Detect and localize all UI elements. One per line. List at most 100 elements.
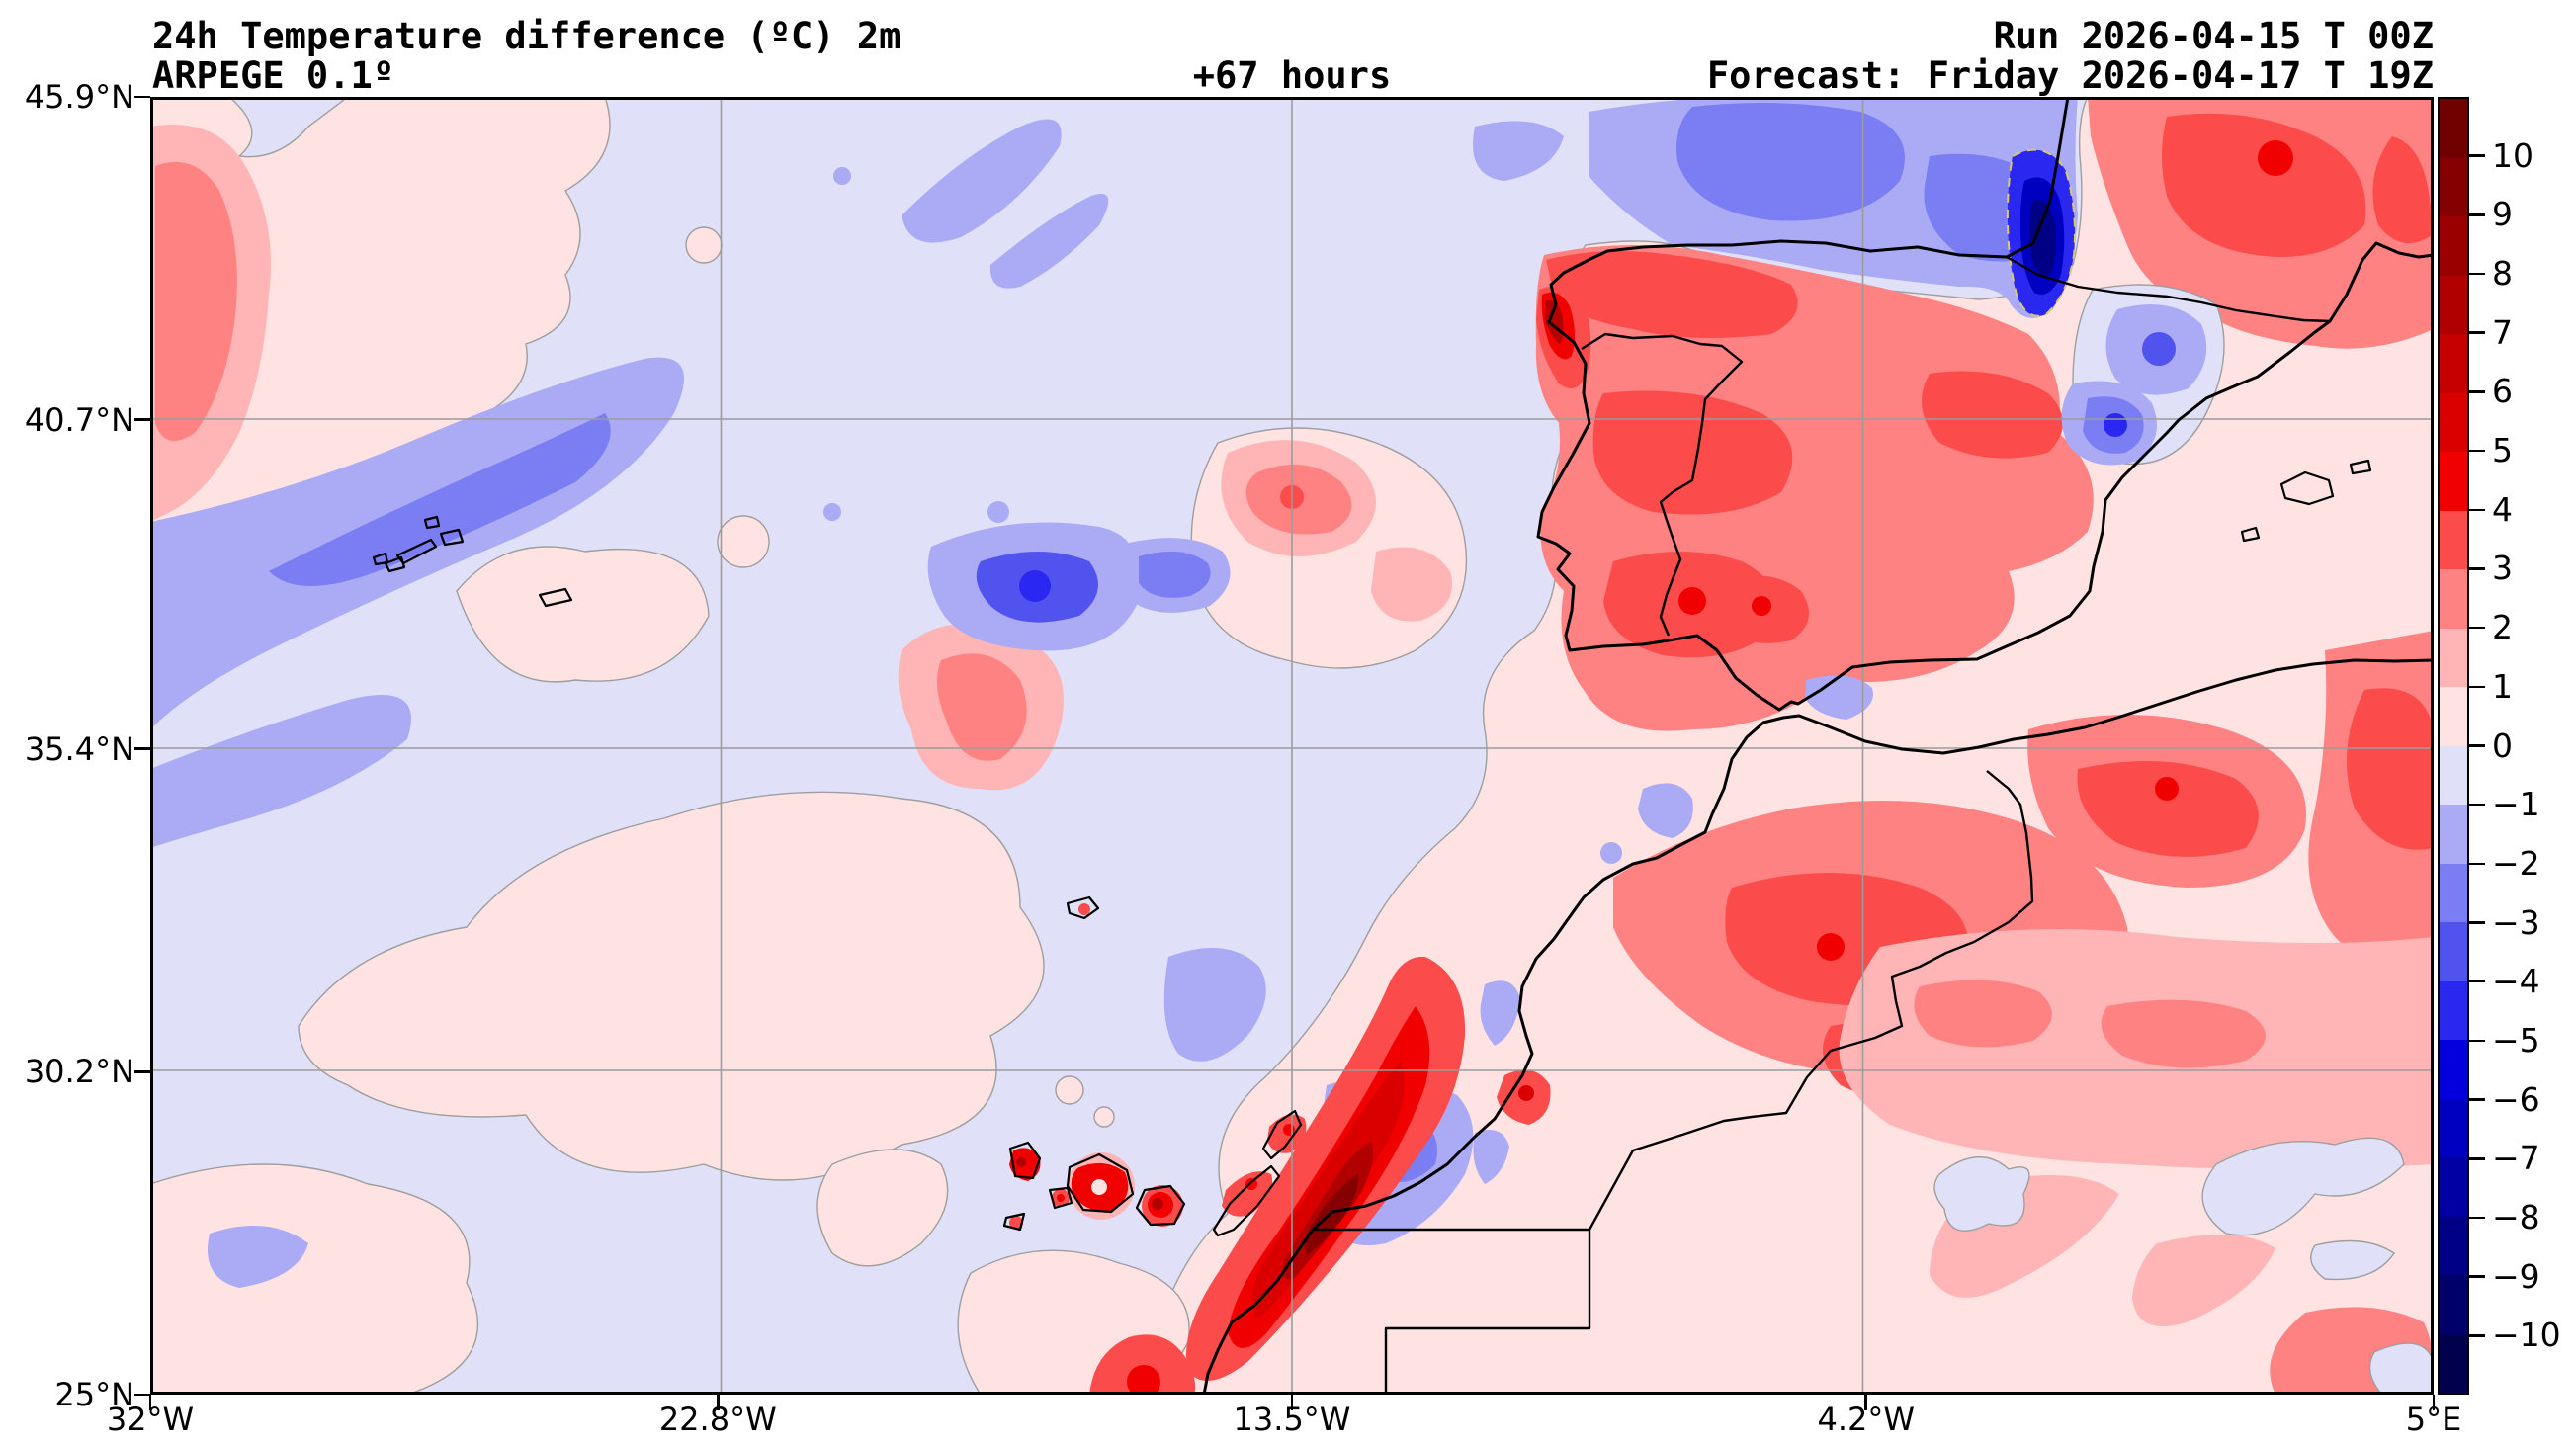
- colorbar-tick-label: −10: [2492, 1316, 2561, 1355]
- azores-pico-outline: [384, 555, 406, 573]
- contour-fill: [1473, 121, 1564, 181]
- contour-fill: [1371, 547, 1452, 622]
- colorbar-tick: [2469, 1157, 2485, 1160]
- colorbar-tick-label: 8: [2492, 254, 2513, 294]
- colorbar-band: [2440, 275, 2467, 334]
- colorbar-tick: [2469, 1216, 2485, 1220]
- contour-fill: [1933, 1156, 2030, 1232]
- lat-tick-label: 45.9°N: [24, 78, 134, 116]
- colorbar-tick-label: 4: [2492, 489, 2513, 529]
- lon-tick-label: 13.5°W: [1233, 1401, 1351, 1438]
- colorbar-tick-label: −7: [2492, 1139, 2540, 1178]
- contour-fill: [2372, 136, 2432, 243]
- contour-fill: [298, 791, 1045, 1181]
- contour-fill: [1546, 251, 1798, 338]
- western-sahara-borders: [1313, 1228, 1591, 1395]
- colorbar-band: [2440, 99, 2467, 158]
- africa-west-coastline: [1202, 721, 1765, 1395]
- colorbar-band: [2440, 1275, 2467, 1334]
- contour-fill: [150, 695, 411, 848]
- colorbar-band: [2440, 863, 2467, 922]
- azores-graciosa-outline: [423, 515, 441, 530]
- el-hierro-outline: [1002, 1212, 1026, 1232]
- contour-fill: [833, 167, 851, 185]
- colorbar-tick: [2469, 154, 2485, 157]
- colorbar-band: [2440, 1098, 2467, 1157]
- contour-fill: [1638, 783, 1693, 838]
- colorbar-tick: [2469, 1334, 2485, 1337]
- colorbar-band: [2440, 157, 2467, 216]
- contour-fill: [987, 501, 1009, 523]
- contour-fill: [1817, 933, 1845, 961]
- colorbar-tick-label: 9: [2492, 195, 2513, 234]
- contour-fill: [2310, 1239, 2395, 1281]
- contour-fill: [2155, 777, 2179, 801]
- colorbar-tick-label: −4: [2492, 962, 2540, 1001]
- colorbar-tick-label: −9: [2492, 1256, 2540, 1296]
- colorbar-tick: [2469, 213, 2485, 216]
- colorbar-tick-label: −3: [2492, 902, 2540, 942]
- graticule: [150, 97, 2434, 1395]
- fuerteventura-outline: [1212, 1164, 1281, 1237]
- colorbar-tick-label: 3: [2492, 549, 2513, 588]
- contour-fill: [1480, 980, 1520, 1046]
- island-outlines: [372, 459, 2372, 1237]
- colorbar-tick-label: 1: [2492, 666, 2513, 706]
- tenerife-outline: [1066, 1152, 1135, 1214]
- colorbar-tick-label: 0: [2492, 725, 2513, 765]
- contour-fill: [1914, 980, 2052, 1048]
- colorbar-band: [2440, 510, 2467, 569]
- colorbar-tick: [2469, 862, 2485, 866]
- lon-tick: [1864, 1395, 1867, 1410]
- azores-faial-outline: [372, 552, 389, 566]
- ibiza-outline: [2240, 526, 2261, 543]
- chart-title: 24h Temperature difference (ºC) 2m: [152, 15, 902, 57]
- colorbar-tick-label: −6: [2492, 1079, 2540, 1119]
- contour-fill: [2104, 413, 2127, 437]
- spain-france-border: [2006, 255, 2331, 323]
- lat-tick: [134, 747, 150, 750]
- lat-tick: [134, 1070, 150, 1073]
- contour-fill: [1055, 1075, 1084, 1105]
- lat-tick-label: 40.7°N: [24, 400, 134, 439]
- gran-canaria-outline: [1135, 1184, 1186, 1227]
- country-borders: [1313, 255, 2331, 1395]
- contour-fill: [1600, 842, 1622, 864]
- contour-fill: [2077, 761, 2259, 857]
- lat-tick: [134, 95, 150, 99]
- colorbar-band: [2440, 628, 2467, 687]
- menorca-outline: [2349, 459, 2372, 475]
- contour-fill: [456, 546, 710, 683]
- lon-tick: [2432, 1395, 2436, 1410]
- madeira-outline: [1066, 895, 1100, 920]
- contour-fill: [1163, 948, 1266, 1062]
- la-palma-outline: [1008, 1141, 1042, 1180]
- colorbar-band: [2440, 980, 2467, 1040]
- contour-fill: [1089, 1334, 1196, 1395]
- contour-fill: [717, 515, 770, 568]
- lon-tick-label: 22.8°W: [658, 1401, 777, 1438]
- lat-tick-label: 25°N: [54, 1376, 134, 1413]
- contour-fill: [816, 1149, 949, 1267]
- lon-tick: [717, 1395, 720, 1410]
- colorbar-tick: [2469, 1039, 2485, 1043]
- contour-fill: [1016, 1157, 1026, 1167]
- colorbar-band: [2440, 216, 2467, 276]
- colorbar-tick: [2469, 390, 2485, 393]
- colorbar-tick: [2469, 449, 2485, 453]
- contour-fill: [2258, 140, 2293, 176]
- colorbar-band: [2440, 1216, 2467, 1275]
- lon-tick-label: 5°E: [2405, 1401, 2462, 1438]
- lat-tick: [134, 418, 150, 421]
- colorbar-tick-label: 5: [2492, 431, 2513, 470]
- colorbar-tick: [2469, 626, 2485, 630]
- contour-fill: [1127, 1365, 1160, 1395]
- mallorca-outline: [2279, 470, 2335, 506]
- contour-fill: [2347, 688, 2434, 850]
- contour-fill: [902, 119, 1062, 243]
- colorbar-tick-label: 2: [2492, 608, 2513, 647]
- colorbar-tick: [2469, 1098, 2485, 1101]
- colorbar-tick-label: −5: [2492, 1020, 2540, 1060]
- contour-fill: [1057, 1194, 1065, 1202]
